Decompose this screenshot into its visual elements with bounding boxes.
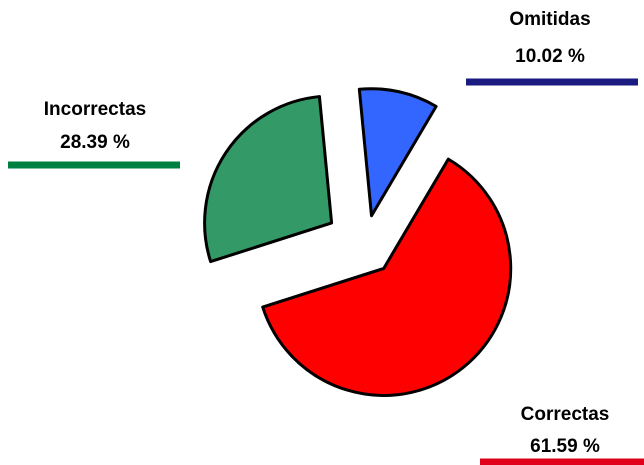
pie-slice: [261, 157, 513, 397]
pie-slice: [357, 87, 438, 218]
slice-label: Omitidas: [509, 9, 590, 30]
slice-value-label: 10.02 %: [515, 46, 585, 67]
slice-value-label: 28.39 %: [60, 132, 130, 153]
slice-value-label: 61.59 %: [530, 436, 600, 457]
slice-label: Incorrectas: [44, 99, 146, 120]
pie-slice: [203, 95, 334, 264]
slice-label: Correctas: [521, 404, 610, 425]
